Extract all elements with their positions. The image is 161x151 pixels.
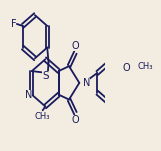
Text: O: O — [72, 41, 79, 51]
Text: O: O — [122, 63, 130, 73]
Text: CH₃: CH₃ — [138, 62, 153, 71]
Text: CH₃: CH₃ — [35, 112, 50, 121]
Text: F: F — [11, 19, 16, 29]
Text: N: N — [83, 78, 90, 88]
Text: S: S — [42, 71, 49, 81]
Text: O: O — [72, 115, 79, 125]
Text: N: N — [25, 90, 32, 100]
